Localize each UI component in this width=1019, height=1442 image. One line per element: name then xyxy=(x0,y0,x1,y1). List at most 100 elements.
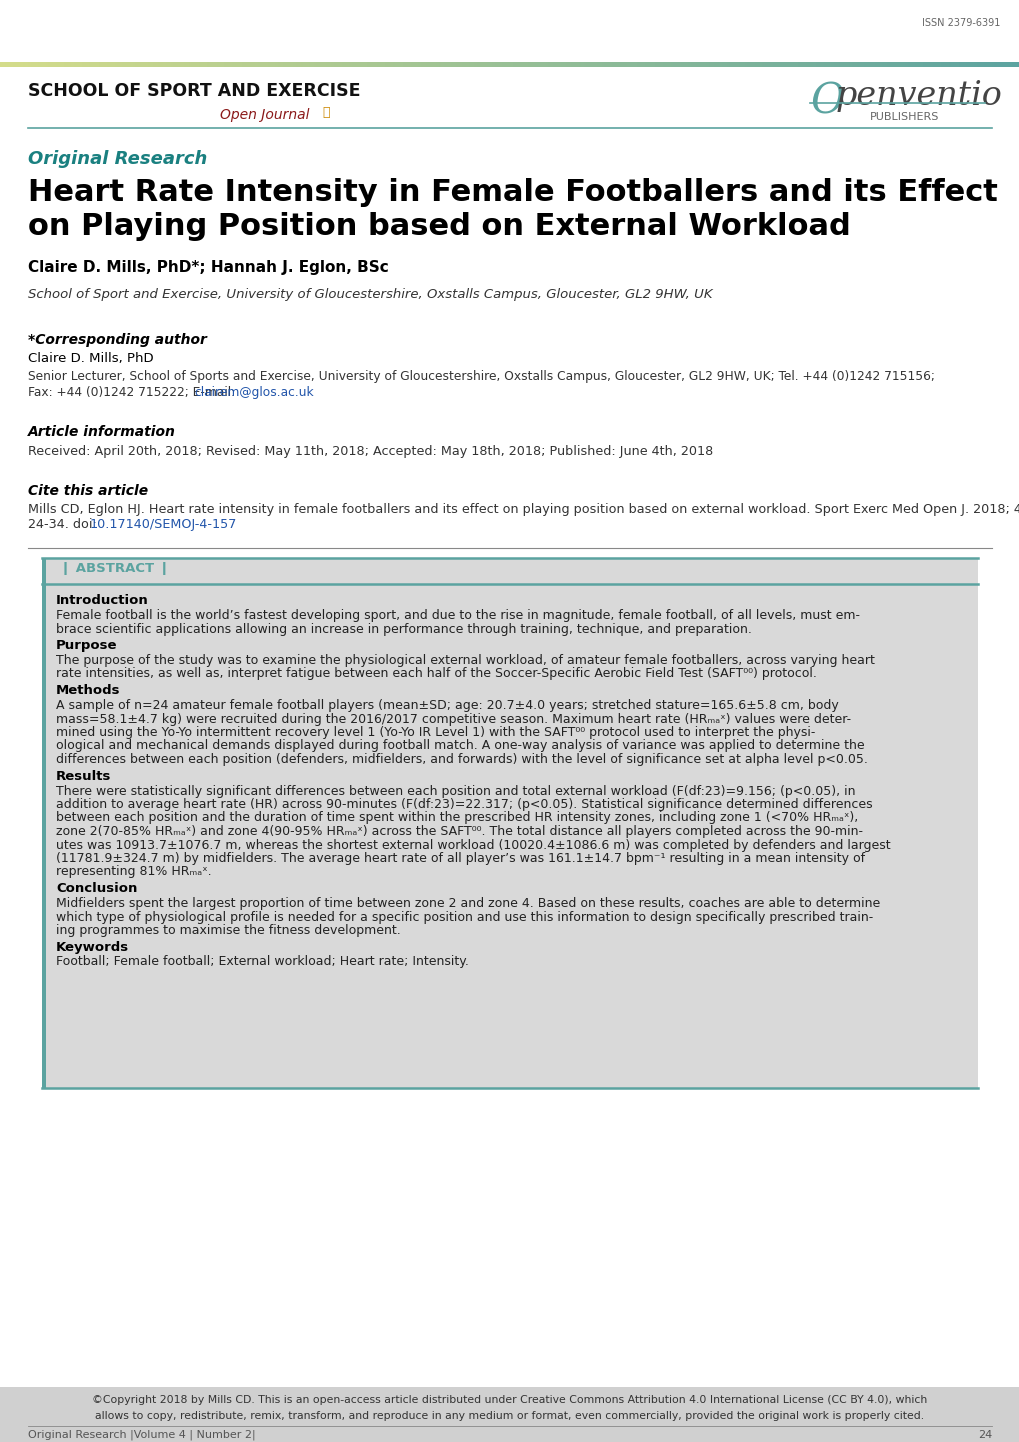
Bar xyxy=(453,62,457,66)
Text: ing programmes to maximise the fitness development.: ing programmes to maximise the fitness d… xyxy=(56,924,400,937)
Bar xyxy=(217,62,220,66)
Bar xyxy=(352,62,355,66)
Bar xyxy=(963,62,966,66)
Bar xyxy=(1004,62,1007,66)
Text: School of Sport and Exercise, University of Gloucestershire, Oxstalls Campus, Gl: School of Sport and Exercise, University… xyxy=(28,288,712,301)
Bar xyxy=(418,62,421,66)
Bar xyxy=(143,62,146,66)
Bar xyxy=(492,62,495,66)
Bar xyxy=(688,62,691,66)
Bar xyxy=(579,62,582,66)
Bar xyxy=(915,62,918,66)
Text: Conclusion: Conclusion xyxy=(56,883,138,895)
Bar xyxy=(5,62,8,66)
Bar xyxy=(634,62,638,66)
Bar xyxy=(808,62,811,66)
Bar xyxy=(462,62,465,66)
Bar xyxy=(357,62,360,66)
Bar xyxy=(504,62,507,66)
Bar xyxy=(522,62,526,66)
Bar xyxy=(517,62,521,66)
Bar xyxy=(976,62,979,66)
Bar xyxy=(991,62,995,66)
Bar xyxy=(100,62,103,66)
Bar xyxy=(834,62,837,66)
Bar xyxy=(471,62,475,66)
Text: SCHOOL OF SPORT AND EXERCISE: SCHOOL OF SPORT AND EXERCISE xyxy=(28,82,360,99)
Bar xyxy=(589,62,592,66)
Bar xyxy=(287,62,291,66)
Bar xyxy=(823,62,826,66)
Bar xyxy=(820,62,823,66)
Bar xyxy=(42,558,46,1089)
Bar xyxy=(836,62,839,66)
Bar xyxy=(372,62,375,66)
Bar xyxy=(400,62,404,66)
Bar xyxy=(599,62,602,66)
Bar xyxy=(56,62,59,66)
Bar xyxy=(988,62,991,66)
Bar xyxy=(275,62,278,66)
Bar xyxy=(930,62,933,66)
Bar xyxy=(250,62,253,66)
Bar xyxy=(958,62,961,66)
Bar xyxy=(474,62,477,66)
Bar xyxy=(10,62,13,66)
Bar xyxy=(416,62,419,66)
Bar xyxy=(338,62,342,66)
Bar xyxy=(382,62,385,66)
Bar xyxy=(105,62,108,66)
Text: *Corresponding author: *Corresponding author xyxy=(28,333,207,348)
Bar xyxy=(117,62,120,66)
Bar xyxy=(502,62,505,66)
Bar xyxy=(620,62,623,66)
Bar xyxy=(1017,62,1019,66)
Bar xyxy=(968,62,971,66)
Bar xyxy=(830,62,834,66)
Bar xyxy=(900,62,903,66)
Text: which type of physiological profile is needed for a specific position and use th: which type of physiological profile is n… xyxy=(56,910,872,923)
Text: mined using the Yo-Yo intermittent recovery level 1 (Yo-Yo IR Level 1) with the : mined using the Yo-Yo intermittent recov… xyxy=(56,725,814,738)
Bar xyxy=(711,62,714,66)
Bar xyxy=(560,62,564,66)
Bar xyxy=(243,62,246,66)
Text: A sample of n=24 amateur female football players (mean±SD; age: 20.7±4.0 years; : A sample of n=24 amateur female football… xyxy=(56,699,838,712)
Bar xyxy=(161,62,164,66)
Bar xyxy=(229,62,232,66)
Bar xyxy=(484,62,487,66)
Text: ISSN 2379-6391: ISSN 2379-6391 xyxy=(921,17,999,27)
Bar xyxy=(777,62,781,66)
Bar xyxy=(232,62,235,66)
Bar xyxy=(754,62,757,66)
Bar xyxy=(986,62,989,66)
Bar xyxy=(360,62,363,66)
Bar xyxy=(206,62,210,66)
Bar xyxy=(678,62,681,66)
Bar xyxy=(815,62,818,66)
Bar xyxy=(583,62,587,66)
Bar xyxy=(141,62,144,66)
Bar xyxy=(866,62,869,66)
Bar xyxy=(168,62,171,66)
Bar xyxy=(1007,62,1010,66)
Bar xyxy=(51,62,54,66)
Bar xyxy=(497,62,500,66)
Bar xyxy=(683,62,686,66)
Bar xyxy=(652,62,655,66)
Bar xyxy=(79,62,83,66)
Bar xyxy=(983,62,986,66)
Bar xyxy=(871,62,874,66)
Bar xyxy=(178,62,181,66)
Bar xyxy=(336,62,339,66)
Bar xyxy=(854,62,857,66)
Text: O: O xyxy=(809,79,844,123)
Bar xyxy=(125,62,128,66)
Bar xyxy=(248,62,251,66)
Bar xyxy=(718,62,721,66)
Bar xyxy=(156,62,159,66)
Text: Fax: +44 (0)1242 715222; E-mail:: Fax: +44 (0)1242 715222; E-mail: xyxy=(28,386,238,399)
Bar xyxy=(277,62,281,66)
Bar xyxy=(655,62,658,66)
Bar xyxy=(948,62,951,66)
Bar xyxy=(723,62,727,66)
